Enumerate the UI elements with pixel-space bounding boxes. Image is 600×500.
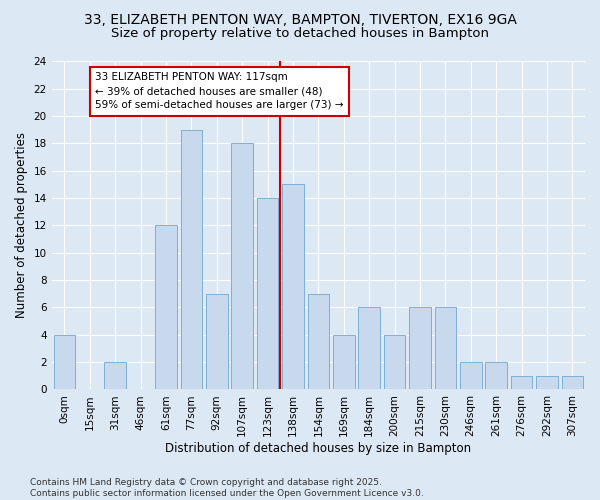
Bar: [206, 294, 227, 390]
Bar: [511, 376, 532, 390]
Bar: [409, 308, 431, 390]
Bar: [308, 294, 329, 390]
Bar: [155, 226, 177, 390]
Bar: [434, 308, 456, 390]
Bar: [358, 308, 380, 390]
Bar: [282, 184, 304, 390]
Bar: [53, 335, 75, 390]
Bar: [104, 362, 126, 390]
Text: Size of property relative to detached houses in Bampton: Size of property relative to detached ho…: [111, 28, 489, 40]
Bar: [181, 130, 202, 390]
Bar: [485, 362, 507, 390]
Bar: [536, 376, 557, 390]
Text: Contains HM Land Registry data © Crown copyright and database right 2025.
Contai: Contains HM Land Registry data © Crown c…: [30, 478, 424, 498]
Bar: [232, 144, 253, 390]
Bar: [562, 376, 583, 390]
X-axis label: Distribution of detached houses by size in Bampton: Distribution of detached houses by size …: [165, 442, 472, 455]
Bar: [384, 335, 406, 390]
Bar: [333, 335, 355, 390]
Bar: [460, 362, 482, 390]
Text: 33, ELIZABETH PENTON WAY, BAMPTON, TIVERTON, EX16 9GA: 33, ELIZABETH PENTON WAY, BAMPTON, TIVER…: [83, 12, 517, 26]
Bar: [257, 198, 278, 390]
Text: 33 ELIZABETH PENTON WAY: 117sqm
← 39% of detached houses are smaller (48)
59% of: 33 ELIZABETH PENTON WAY: 117sqm ← 39% of…: [95, 72, 343, 110]
Y-axis label: Number of detached properties: Number of detached properties: [15, 132, 28, 318]
